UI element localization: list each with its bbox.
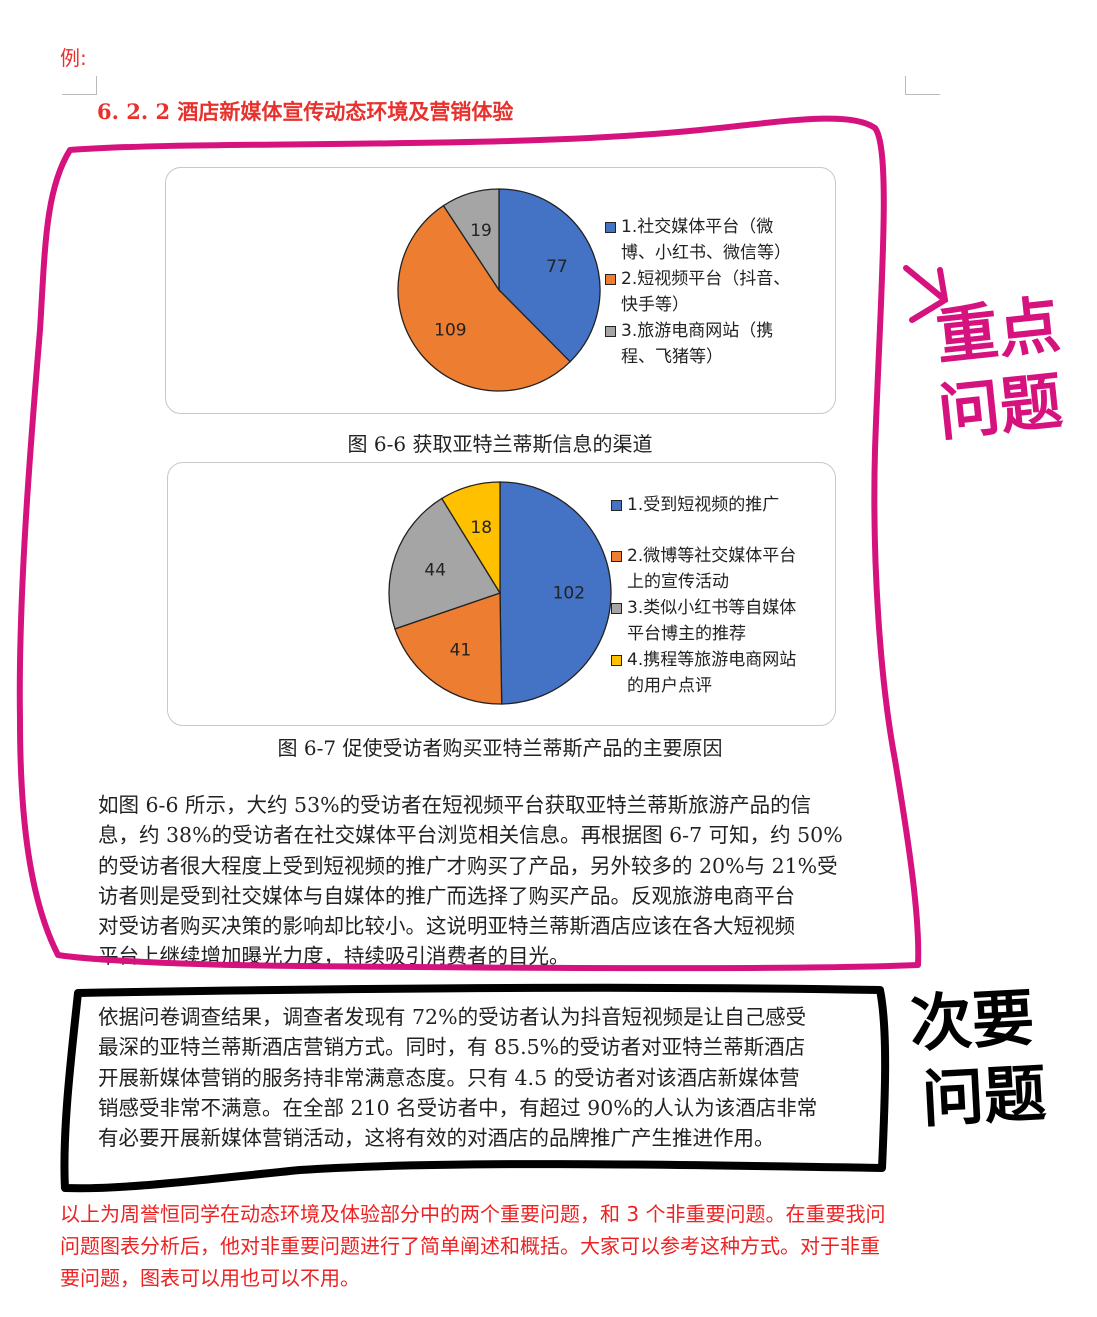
legend-item: 3.旅游电商网站（携 程、飞猪等）: [605, 318, 791, 370]
data-label: 102: [553, 583, 585, 603]
legend-text: 程、飞猪等）: [621, 347, 723, 367]
pie-chart-channels: 77 109 19: [397, 188, 601, 392]
pie-chart-reasons: 102 41 44 18: [388, 481, 612, 705]
legend-item: 3.类似小红书等自媒体 平台博主的推荐: [611, 595, 796, 647]
annotation-secondary: 次要 问题: [908, 981, 1048, 1136]
data-label: 18: [470, 518, 492, 538]
legend-item: 1.社交媒体平台（微 博、小红书、微信等）: [605, 214, 791, 266]
note-line: 以上为周誉恒同学在动态环境及体验部分中的两个重要问题，和 3 个非重要问题。在重…: [60, 1202, 886, 1226]
text-line: 开展新媒体营销的服务持非常满意态度。只有 4.5 的受访者对该酒店新媒体营: [98, 1065, 800, 1090]
legend-text: 3.类似小红书等自媒体: [627, 598, 797, 618]
legend-text: 3.旅游电商网站（携: [621, 321, 774, 341]
legend-text: 平台博主的推荐: [627, 624, 746, 644]
annotation-line: 次要: [908, 981, 1036, 1061]
legend-item: 2.微博等社交媒体平台 上的宣传活动: [611, 543, 796, 595]
legend-item: 1.受到短视频的推广: [611, 492, 796, 518]
data-label: 109: [434, 320, 466, 340]
legend-text: 快手等）: [621, 295, 689, 315]
legend-swatch: [605, 326, 616, 337]
text-line: 如图 6-6 所示，大约 53%的受访者在短视频平台获取亚特兰蒂斯旅游产品的信: [98, 793, 812, 817]
legend-swatch: [611, 500, 622, 511]
annotation-line: 问题: [934, 364, 1066, 450]
section-heading: 6. 2. 2 酒店新媒体宣传动态环境及营销体验: [97, 99, 514, 124]
legend-text: 1.受到短视频的推广: [627, 495, 780, 515]
legend-swatch: [611, 655, 622, 666]
data-label: 19: [470, 221, 492, 241]
data-label: 44: [424, 561, 446, 581]
legend-swatch: [611, 551, 622, 562]
page-corner-mark-left: [62, 76, 97, 95]
text-line: 最深的亚特兰蒂斯酒店营销方式。同时，有 85.5%的受访者对亚特兰蒂斯酒店: [98, 1035, 806, 1060]
legend-item: 4.携程等旅游电商网站 的用户点评: [611, 647, 796, 699]
text-line: 销感受非常不满意。在全部 210 名受访者中，有超过 90%的人认为该酒店非常: [98, 1095, 818, 1120]
text-line: 依据问卷调查结果，调查者发现有 72%的受访者认为抖音短视频是让自己感受: [98, 1005, 807, 1029]
text-line: 的受访者很大程度上受到短视频的推广才购买了产品，另外较多的 20%与 21%受: [98, 853, 838, 878]
legend-text: 2.短视频平台（抖音、: [621, 269, 791, 289]
legend-text: 1.社交媒体平台（微: [621, 217, 774, 237]
page-corner-mark-right: [905, 76, 940, 95]
annotation-line: 问题: [920, 1056, 1048, 1136]
legend-reasons: 1.受到短视频的推广 2.微博等社交媒体平台 上的宣传活动 3.类似小红书等自媒体 平台…: [611, 492, 796, 699]
legend-text: 4.携程等旅游电商网站: [627, 650, 797, 670]
legend-swatch: [605, 274, 616, 285]
text-line: 有必要开展新媒体营销活动，这将有效的对酒店的品牌推广产生推进作用。: [98, 1126, 775, 1151]
legend-text: 上的宣传活动: [627, 572, 729, 592]
note-line: 要问题，图表可以用也可以不用。: [60, 1266, 360, 1290]
note-line: 问题图表分析后，他对非重要问题进行了简单阐述和概括。大家可以参考这种方式。对于非…: [60, 1234, 880, 1258]
summary-paragraph: 依据问卷调查结果，调查者发现有 72%的受访者认为抖音短视频是让自己感受 最深的…: [98, 1002, 817, 1153]
analysis-paragraph: 如图 6-6 所示，大约 53%的受访者在短视频平台获取亚特兰蒂斯旅游产品的信 …: [98, 790, 843, 972]
legend-swatch: [611, 603, 622, 614]
figure-caption-6-7: 图 6-7 促使受访者购买亚特兰蒂斯产品的主要原因: [277, 736, 723, 760]
legend-text: 博、小红书、微信等）: [621, 243, 791, 263]
legend-text: 2.微博等社交媒体平台: [627, 546, 797, 566]
legend-text: 的用户点评: [627, 676, 712, 696]
annotation-important: 重点 问题: [932, 287, 1071, 450]
teacher-note: 以上为周誉恒同学在动态环境及体验部分中的两个重要问题，和 3 个非重要问题。在重…: [60, 1198, 885, 1294]
text-line: 对受访者购买决策的影响却比较小。这说明亚特兰蒂斯酒店应该在各大短视频: [98, 914, 795, 939]
text-line: 平台上继续增加曝光力度，持续吸引消费者的目光。: [98, 944, 570, 969]
legend-channels: 1.社交媒体平台（微 博、小红书、微信等） 2.短视频平台（抖音、 快手等） 3.旅游电…: [605, 214, 791, 370]
text-line: 息，约 38%的受访者在社交媒体平台浏览相关信息。再根据图 6-7 可知，约 5…: [98, 823, 843, 848]
annotation-line: 重点: [932, 287, 1064, 374]
legend-item: 2.短视频平台（抖音、 快手等）: [605, 266, 791, 318]
text-line: 访者则是受到社交媒体与自媒体的推广而选择了购买产品。反观旅游电商平台: [98, 883, 795, 908]
legend-swatch: [605, 222, 616, 233]
data-label: 77: [546, 257, 568, 277]
data-label: 41: [450, 640, 472, 660]
example-label: 例:: [60, 46, 87, 70]
figure-caption-6-6: 图 6-6 获取亚特兰蒂斯信息的渠道: [347, 432, 653, 456]
